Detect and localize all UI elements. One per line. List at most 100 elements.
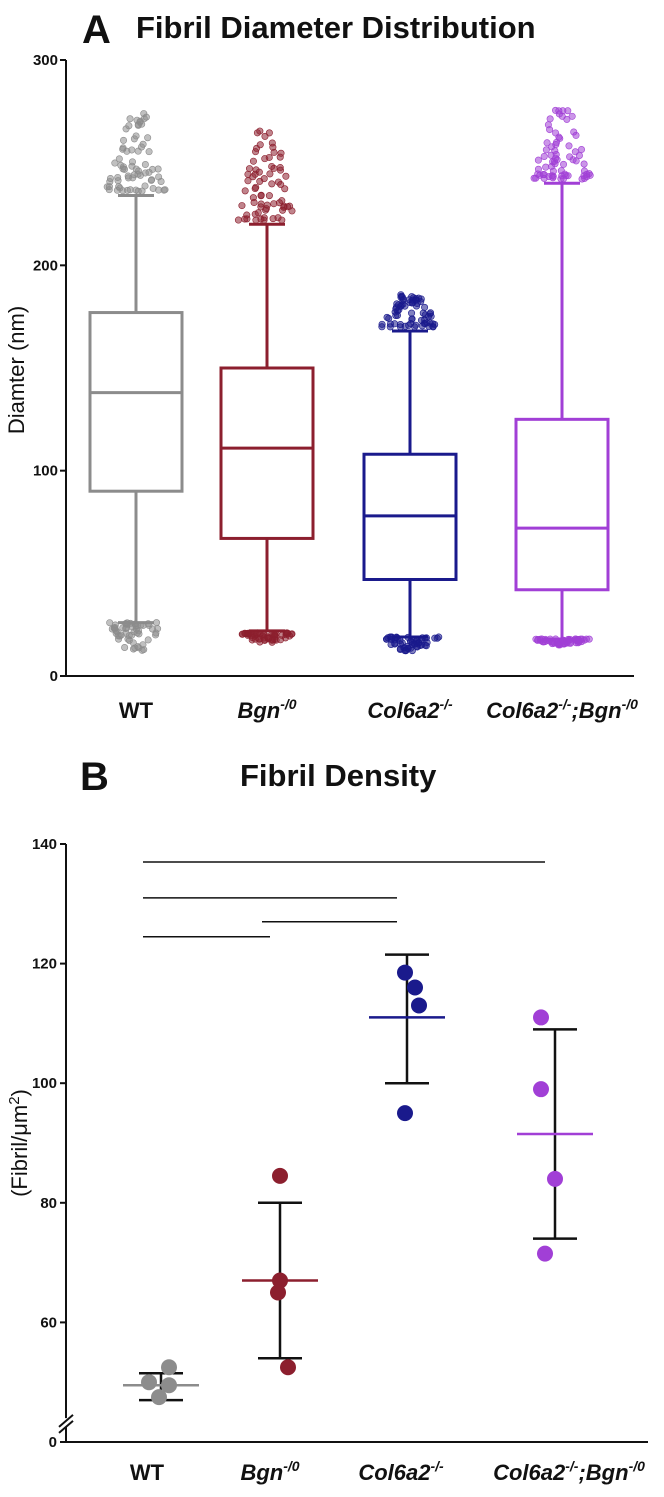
outlier-point xyxy=(125,632,133,640)
outlier-point xyxy=(138,187,146,195)
outlier-point xyxy=(111,623,119,631)
outlier-point xyxy=(534,156,542,164)
outlier-point xyxy=(126,115,134,123)
panel-a-title: Fibril Diameter Distribution xyxy=(136,10,536,45)
outlier-point xyxy=(280,203,288,211)
outlier-point xyxy=(548,172,556,180)
data-point xyxy=(141,1374,157,1391)
data-point xyxy=(270,1284,286,1301)
panel-b-scatter: 0 60 80 100 120 140 WT Bgn-/0 Col6a2-/- Col6a2-/-… xyxy=(32,836,648,1485)
outlier-point xyxy=(277,149,285,157)
data-point xyxy=(407,979,423,996)
outlier-point xyxy=(542,146,550,154)
outlier-point xyxy=(124,174,132,182)
outlier-point xyxy=(121,643,129,651)
outlier-point xyxy=(138,120,146,128)
outlier-point xyxy=(431,320,439,328)
outlier-point xyxy=(406,299,414,307)
outlier-point xyxy=(552,141,560,149)
outlier-point xyxy=(404,633,412,641)
outlier-point xyxy=(266,170,274,178)
outlier-point xyxy=(255,635,263,643)
outlier-point xyxy=(252,148,260,156)
outlier-point xyxy=(256,177,264,185)
axis-break-mark xyxy=(58,1420,74,1434)
outlier-point xyxy=(132,132,140,140)
outlier-point xyxy=(152,629,160,637)
panel-a-boxplot: 0 100 200 300 WT Bgn-/0 Col6a2-/- Col6a2-/-;Bgn… xyxy=(33,52,638,723)
outlier-point xyxy=(419,309,427,317)
outlier-point xyxy=(252,183,260,191)
outlier-point xyxy=(396,637,404,645)
box-bgn xyxy=(219,127,315,646)
outlier-point xyxy=(254,209,262,217)
outlier-point xyxy=(152,619,160,627)
outlier-point xyxy=(128,158,136,166)
x-tick-label-col6a2: Col6a2-/- xyxy=(367,696,453,723)
outlier-point xyxy=(234,216,242,224)
outlier-point xyxy=(577,146,585,154)
outlier-point xyxy=(386,323,394,331)
outlier-point xyxy=(238,202,246,210)
outlier-point xyxy=(268,180,276,188)
outlier-point xyxy=(134,147,142,155)
outlier-point xyxy=(383,313,391,321)
outlier-point xyxy=(155,173,163,181)
outlier-point xyxy=(552,151,560,159)
series-bgn xyxy=(242,1167,318,1376)
outlier-point xyxy=(572,157,580,165)
outlier-point xyxy=(103,183,111,191)
box-wt xyxy=(88,110,184,654)
outlier-point xyxy=(546,126,554,134)
outlier-point xyxy=(241,187,249,195)
outlier-point xyxy=(141,161,149,169)
outlier-point xyxy=(141,182,149,190)
series-wt xyxy=(123,1359,199,1406)
panel-b-y-axis-label: (Fibril/μm2) xyxy=(6,1089,32,1197)
outlier-point xyxy=(148,176,156,184)
outlier-point xyxy=(270,164,278,172)
outlier-point xyxy=(260,216,268,224)
outlier-point xyxy=(583,173,591,181)
x-tick-label-col6a2: Col6a2-/- xyxy=(358,1458,444,1485)
outlier-point xyxy=(115,635,123,643)
x-tick-label-col6a2bgn: Col6a2-/-;Bgn-/0 xyxy=(493,1458,645,1485)
outlier-point xyxy=(580,160,588,168)
outlier-point xyxy=(114,173,122,181)
x-tick-label-wt: WT xyxy=(119,698,154,723)
outlier-point xyxy=(121,165,129,173)
y-tick-label: 0 xyxy=(49,1434,57,1451)
y-tick-label: 100 xyxy=(32,1075,57,1092)
outlier-point xyxy=(560,175,568,183)
outlier-point xyxy=(256,141,264,149)
outlier-point xyxy=(543,139,551,147)
outlier-point xyxy=(257,192,265,200)
outlier-point xyxy=(144,620,152,628)
data-point xyxy=(533,1009,549,1026)
outlier-point xyxy=(251,170,259,178)
outlier-point xyxy=(145,148,153,156)
outlier-point xyxy=(534,636,542,644)
outlier-point xyxy=(552,635,560,643)
data-point xyxy=(280,1359,296,1376)
outlier-point xyxy=(122,125,130,133)
outlier-point xyxy=(546,115,554,123)
axis-break-mark xyxy=(58,1414,74,1428)
panel-b-title: Fibril Density xyxy=(240,758,437,793)
outlier-point xyxy=(132,622,140,630)
outlier-point xyxy=(261,132,269,140)
y-tick-label: 200 xyxy=(33,257,58,274)
outlier-point xyxy=(262,205,270,213)
outlier-point xyxy=(265,634,273,642)
data-point xyxy=(397,964,413,981)
outlier-point xyxy=(571,148,579,156)
outlier-point xyxy=(421,320,429,328)
y-tick-label: 140 xyxy=(32,836,57,853)
outlier-point xyxy=(552,129,560,137)
outlier-point xyxy=(399,296,407,304)
outlier-point xyxy=(238,630,246,638)
outlier-point xyxy=(435,633,443,641)
outlier-point xyxy=(244,177,252,185)
outlier-point xyxy=(149,165,157,173)
